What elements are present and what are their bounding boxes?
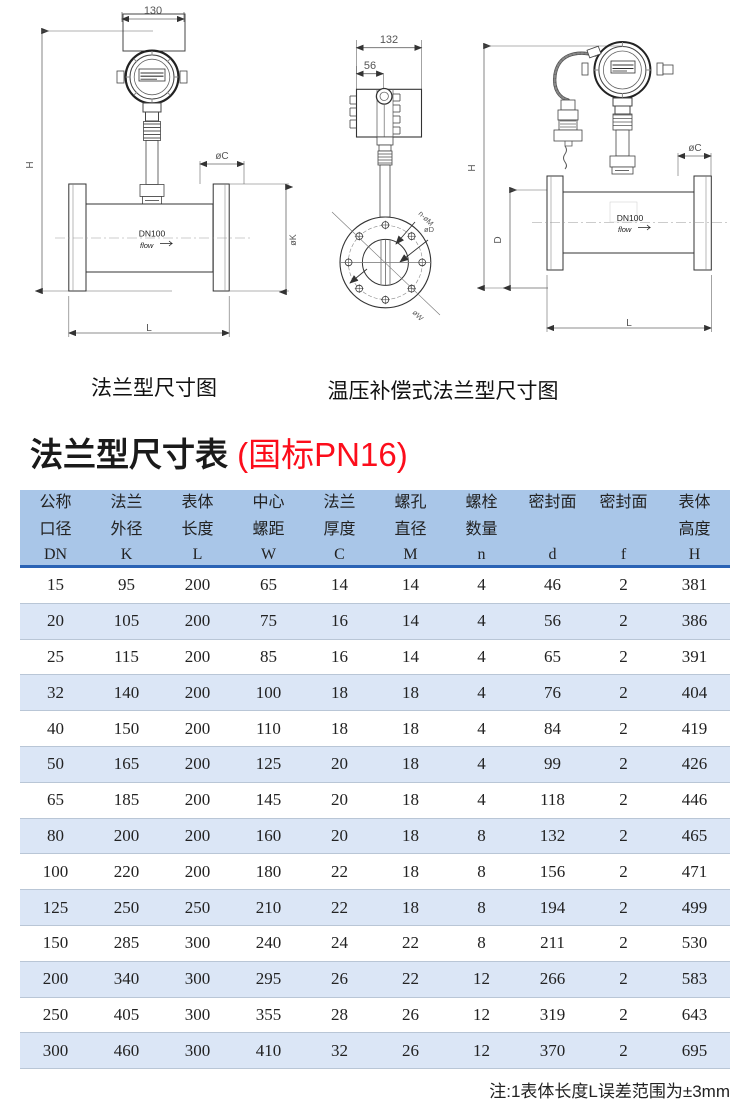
svg-text:L: L: [626, 318, 632, 329]
svg-text:flow: flow: [618, 225, 632, 234]
svg-text:DN100: DN100: [617, 213, 644, 223]
svg-text:øW: øW: [411, 308, 426, 323]
svg-text:øC: øC: [215, 151, 228, 162]
svg-text:H: H: [467, 164, 478, 171]
svg-text:L: L: [146, 323, 152, 334]
svg-text:H: H: [25, 161, 36, 168]
svg-text:øK: øK: [288, 234, 298, 246]
svg-text:øC: øC: [688, 143, 701, 154]
svg-text:法兰型尺寸图: 法兰型尺寸图: [91, 377, 217, 400]
svg-text:flow: flow: [140, 241, 154, 250]
svg-text:130: 130: [144, 5, 162, 17]
svg-text:温压补偿式法兰型尺寸图: 温压补偿式法兰型尺寸图: [328, 380, 559, 403]
svg-text:132: 132: [380, 34, 398, 46]
svg-text:56: 56: [364, 60, 376, 72]
svg-text:DN100: DN100: [139, 229, 166, 239]
svg-text:øD: øD: [424, 225, 435, 234]
svg-text:D: D: [493, 236, 504, 243]
